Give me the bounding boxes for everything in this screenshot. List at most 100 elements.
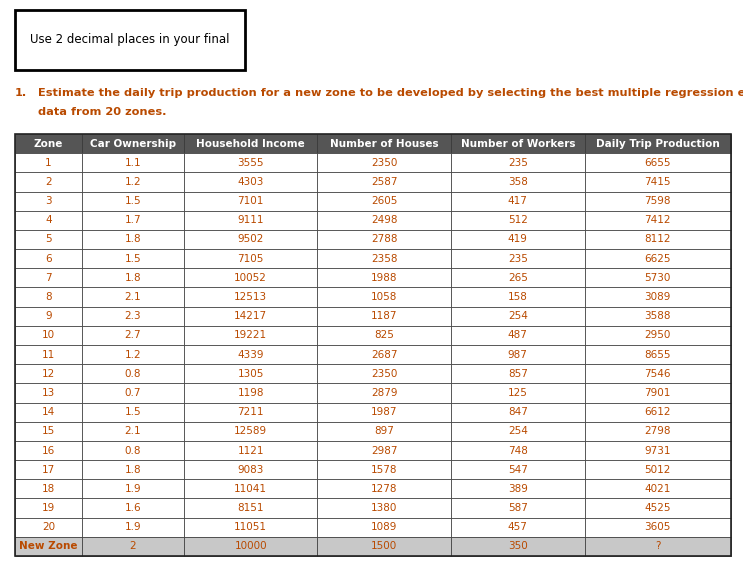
Text: 5: 5 — [45, 234, 52, 245]
Bar — [317, 191, 451, 211]
Text: Number of Workers: Number of Workers — [461, 139, 575, 149]
Bar — [317, 249, 451, 268]
Text: 1305: 1305 — [238, 369, 264, 379]
Text: 1.5: 1.5 — [125, 254, 141, 264]
Bar — [585, 441, 731, 460]
Text: 1.7: 1.7 — [125, 215, 141, 225]
Bar — [184, 479, 317, 499]
Bar — [317, 460, 451, 479]
Text: 7105: 7105 — [238, 254, 264, 264]
Text: 1988: 1988 — [371, 273, 398, 283]
Text: 487: 487 — [507, 331, 528, 340]
Bar — [451, 345, 585, 364]
Bar — [82, 441, 184, 460]
Bar — [585, 460, 731, 479]
Bar — [317, 383, 451, 402]
Text: 2358: 2358 — [371, 254, 398, 264]
Bar — [15, 345, 82, 364]
Bar — [184, 230, 317, 249]
Text: 10052: 10052 — [234, 273, 267, 283]
Bar — [82, 422, 184, 441]
Text: 1.2: 1.2 — [125, 177, 141, 187]
Text: 1.8: 1.8 — [125, 234, 141, 245]
Text: 13: 13 — [42, 388, 55, 398]
Text: 9: 9 — [45, 311, 52, 321]
Text: 358: 358 — [507, 177, 528, 187]
Bar — [15, 364, 82, 383]
Text: 12513: 12513 — [234, 292, 267, 302]
Text: 417: 417 — [507, 196, 528, 206]
Text: 6625: 6625 — [644, 254, 671, 264]
Text: 12589: 12589 — [234, 426, 267, 436]
Text: data from 20 zones.: data from 20 zones. — [38, 108, 166, 118]
Text: 1278: 1278 — [371, 484, 398, 494]
Text: 14: 14 — [42, 407, 55, 417]
Bar — [82, 288, 184, 307]
Text: 1187: 1187 — [371, 311, 398, 321]
Bar — [82, 499, 184, 518]
Text: 0.8: 0.8 — [125, 445, 141, 456]
Bar — [451, 326, 585, 345]
Bar — [317, 288, 451, 307]
Text: New Zone: New Zone — [19, 542, 78, 551]
Bar — [184, 153, 317, 173]
Text: 1.5: 1.5 — [125, 196, 141, 206]
Bar — [15, 479, 82, 499]
Text: 4: 4 — [45, 215, 52, 225]
Bar — [317, 402, 451, 422]
Text: 2879: 2879 — [371, 388, 398, 398]
Bar — [451, 537, 585, 556]
Text: 254: 254 — [507, 426, 528, 436]
Bar — [585, 518, 731, 537]
Text: 2.7: 2.7 — [125, 331, 141, 340]
Text: 18: 18 — [42, 484, 55, 494]
Text: 6655: 6655 — [644, 158, 671, 168]
Bar — [451, 153, 585, 173]
Bar — [317, 230, 451, 249]
Bar — [585, 230, 731, 249]
Text: 14217: 14217 — [234, 311, 267, 321]
Text: 9083: 9083 — [238, 465, 264, 475]
Bar — [585, 383, 731, 402]
Text: 2.1: 2.1 — [125, 292, 141, 302]
Bar — [15, 518, 82, 537]
Bar — [585, 345, 731, 364]
Bar — [317, 422, 451, 441]
Text: 2788: 2788 — [371, 234, 398, 245]
Text: 19221: 19221 — [234, 331, 267, 340]
Bar — [82, 518, 184, 537]
Bar — [585, 499, 731, 518]
Bar — [317, 268, 451, 288]
Bar — [184, 191, 317, 211]
Text: 987: 987 — [507, 350, 528, 359]
Text: 5730: 5730 — [645, 273, 671, 283]
Bar — [585, 307, 731, 326]
Bar — [184, 249, 317, 268]
Text: Zone: Zone — [34, 139, 63, 149]
Text: 2687: 2687 — [371, 350, 398, 359]
Bar — [451, 307, 585, 326]
Bar — [317, 364, 451, 383]
Bar — [451, 460, 585, 479]
Text: 10000: 10000 — [234, 542, 267, 551]
Bar — [451, 479, 585, 499]
Text: 547: 547 — [507, 465, 528, 475]
Bar — [82, 268, 184, 288]
Bar — [82, 537, 184, 556]
Text: 457: 457 — [507, 522, 528, 532]
Text: Use 2 decimal places in your final: Use 2 decimal places in your final — [30, 33, 230, 46]
Text: 1987: 1987 — [371, 407, 398, 417]
Bar — [585, 537, 731, 556]
Text: 2: 2 — [130, 542, 137, 551]
Text: 10: 10 — [42, 331, 55, 340]
Bar — [184, 211, 317, 230]
Bar — [15, 249, 82, 268]
Bar — [184, 345, 317, 364]
Bar — [184, 460, 317, 479]
Bar — [82, 402, 184, 422]
Text: 1.6: 1.6 — [125, 503, 141, 513]
Bar — [184, 326, 317, 345]
Text: 1578: 1578 — [371, 465, 398, 475]
Bar — [451, 422, 585, 441]
Bar — [317, 173, 451, 191]
